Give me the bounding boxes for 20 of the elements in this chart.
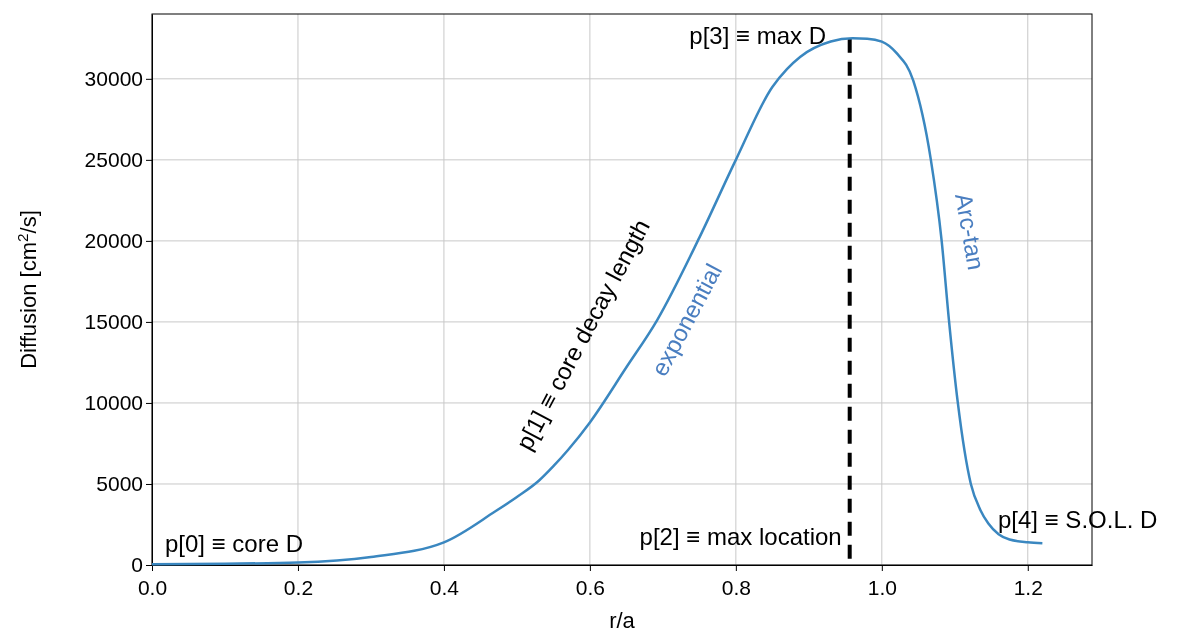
x-tick-label: 0.4 — [429, 576, 460, 599]
x-tick-label: 1.2 — [1013, 576, 1043, 599]
y-tick-label: 30000 — [84, 67, 143, 91]
annotation: p[0] ≡ core D — [165, 530, 304, 557]
y-tick-label: 10000 — [84, 391, 143, 415]
x-tick-label: 0.0 — [137, 576, 168, 599]
y-tick-label: 15000 — [84, 310, 143, 334]
x-tick-label: 0.2 — [283, 576, 314, 599]
x-axis-title: r/a — [609, 608, 636, 633]
annotation: p[4] ≡ S.O.L. D — [998, 506, 1158, 533]
annotation: Arc-tan — [950, 191, 991, 273]
x-tick-label: 0.6 — [575, 576, 605, 599]
ref-line-label: p[2] ≡ max location — [639, 523, 842, 550]
x-tick-label: 1.0 — [867, 576, 897, 599]
x-tick-label: 0.8 — [721, 576, 751, 599]
y-tick-label: 25000 — [84, 148, 143, 172]
annotation: p[3] ≡ max D — [689, 22, 826, 49]
y-tick-label: 5000 — [96, 472, 143, 496]
y-tick-label: 0 — [131, 553, 143, 577]
y-tick-label: 20000 — [84, 229, 143, 253]
